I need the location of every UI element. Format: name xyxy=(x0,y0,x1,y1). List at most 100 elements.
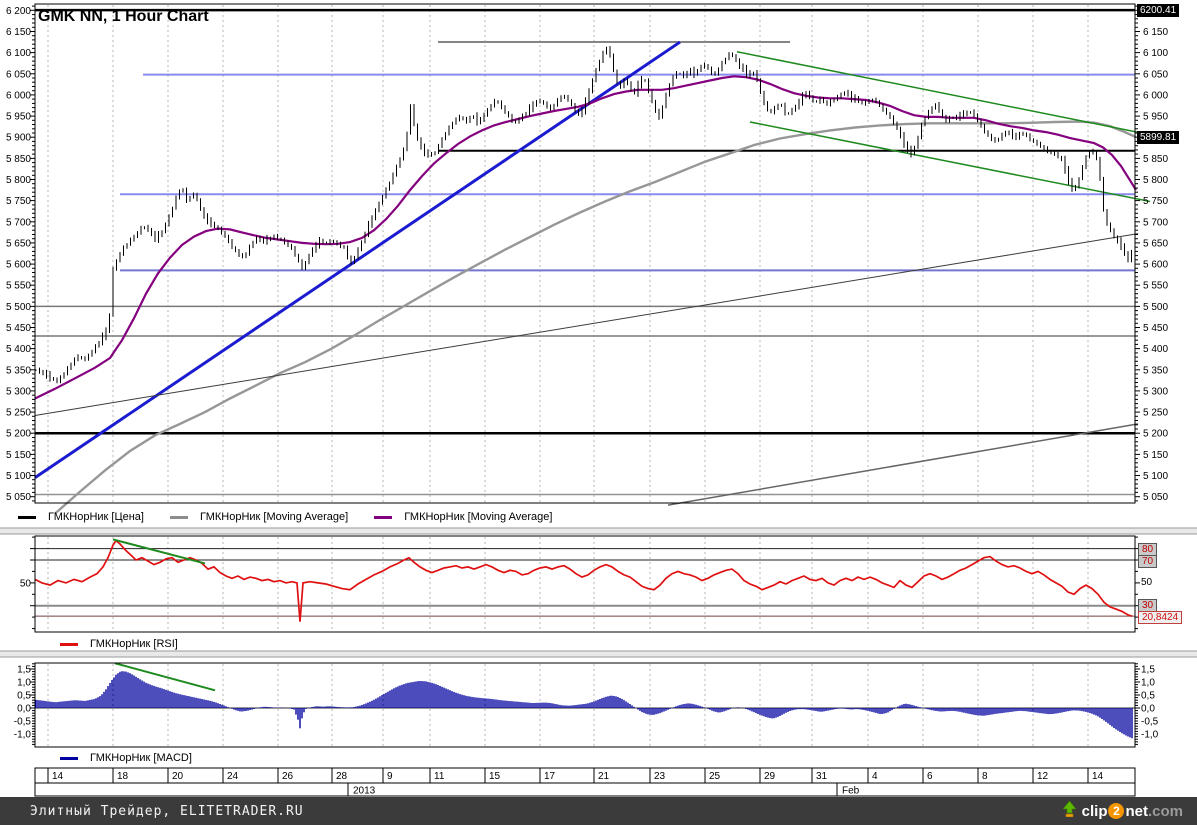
date-label: 6 xyxy=(927,771,933,782)
date-label: 9 xyxy=(387,771,393,782)
vertical-gridlines xyxy=(47,5,1089,746)
date-label: 4 xyxy=(872,771,878,782)
axis-tick-label: 5 500 xyxy=(6,302,31,313)
axis-tick-label: 6 000 xyxy=(1143,90,1168,101)
price-level-badge-top: 6200.41 xyxy=(1137,4,1180,17)
price-trendline xyxy=(736,51,1151,136)
axis-tick-label: 5 300 xyxy=(1143,386,1168,397)
axis-tick-label: 6 000 xyxy=(6,90,31,101)
footer-credit: Элитный Трейдер, ELITETRADER.RU xyxy=(30,803,304,819)
period-label: Feb xyxy=(842,786,860,797)
price-level-badge-ma: 5899.81 xyxy=(1137,131,1180,144)
axis-tick-label: 50 xyxy=(20,578,32,589)
axis-tick-label: 5 700 xyxy=(1143,217,1168,228)
axis-tick-label: 5 500 xyxy=(1143,302,1168,313)
date-label: 8 xyxy=(982,771,988,782)
axis-tick-label: 5 600 xyxy=(1143,260,1168,271)
logo-digit-2: 2 xyxy=(1108,803,1125,819)
date-label: 23 xyxy=(654,771,666,782)
axis-tick-label: 5 250 xyxy=(1143,408,1168,419)
axis-tick-label: 5 800 xyxy=(6,175,31,186)
panel-separator xyxy=(0,650,1197,658)
date-label: 20 xyxy=(172,771,184,782)
macd-histogram xyxy=(35,671,1133,739)
logo-word-clip: clip xyxy=(1081,802,1108,820)
rsi-panel-frame xyxy=(34,535,1136,633)
axis-tick-label: 6 100 xyxy=(6,48,31,59)
axis-tick-label: 0,5 xyxy=(17,690,31,701)
macd-trendline xyxy=(114,662,216,692)
date-label: 14 xyxy=(52,771,64,782)
price-trendline xyxy=(749,121,1151,203)
rsi-line-icon xyxy=(60,642,78,646)
axis-tick-label: 5 750 xyxy=(6,196,31,207)
price-trendline xyxy=(667,423,1139,506)
axis-tick-label: -1,0 xyxy=(1141,729,1159,740)
date-label: 26 xyxy=(282,771,294,782)
axis-tick-label: 5 650 xyxy=(1143,238,1168,249)
legend-label: ГМКНорНик [Moving Average] xyxy=(404,511,553,523)
rsi-level-50-label: 50 xyxy=(1141,577,1153,588)
axis-tick-label: 6 200 xyxy=(6,6,31,17)
date-label: 24 xyxy=(227,771,239,782)
axis-tick-label: 5 150 xyxy=(6,450,31,461)
date-label: 15 xyxy=(489,771,501,782)
upload-arrow-icon xyxy=(1062,800,1077,821)
legend-item-price: ГМКНорНик [Цена] xyxy=(18,511,144,523)
panel-separator xyxy=(0,527,1197,535)
chart-canvas: 5 050 5 050 5 100 5 100 5 150 5 150 5 200 5 200… xyxy=(0,3,1197,797)
axis-tick-label: 5 300 xyxy=(6,386,31,397)
date-axis: 14 18 20 24 26 28 9 11 15 17 21 23 25 29 31 4 6 8 12 14 2013… xyxy=(34,767,1136,797)
legend-item-ma-fast: ГМКНорНик [Moving Average] xyxy=(374,511,552,523)
footer-bar: Элитный Трейдер, ELITETRADER.RU clip 2 net… xyxy=(0,797,1197,825)
clip2net-watermark[interactable]: clip 2 net .com xyxy=(1062,797,1183,825)
axis-tick-label: 5 100 xyxy=(6,471,31,482)
date-row xyxy=(34,767,1136,784)
logo-tld: .com xyxy=(1147,802,1183,820)
price-trendline xyxy=(34,40,681,479)
axis-tick-label: 1,5 xyxy=(17,664,31,675)
axis-tick-label: 5 450 xyxy=(1143,323,1168,334)
price-panel-frame xyxy=(34,3,1136,504)
date-label: 11 xyxy=(434,771,445,782)
axis-tick-label: 5 950 xyxy=(6,112,31,123)
axis-tick-label: 5 100 xyxy=(1143,471,1168,482)
logo-word-net: net xyxy=(1125,802,1148,820)
axis-tick-label: 5 850 xyxy=(6,154,31,165)
ma-fast-line xyxy=(34,75,1137,400)
axis-tick-label: 5 350 xyxy=(6,365,31,376)
separator-band xyxy=(0,651,1197,657)
rsi-current-value-badge: 20,8424 xyxy=(1138,611,1183,624)
date-label: 12 xyxy=(1037,771,1049,782)
axis-tick-label: 5 700 xyxy=(6,217,31,228)
price-axis: 5 050 5 050 5 100 5 100 5 150 5 150 5 200 5 200… xyxy=(6,5,1168,503)
axis-tick-label: 1,0 xyxy=(1141,677,1155,688)
axis-tick-label: 6 050 xyxy=(6,69,31,80)
ma-slow-line-icon xyxy=(169,515,188,519)
axis-tick-label: 5 250 xyxy=(6,408,31,419)
axis-tick-label: 5 200 xyxy=(1143,429,1168,440)
separator-band xyxy=(0,528,1197,534)
date-label: 14 xyxy=(1092,771,1104,782)
axis-tick-label: 5 050 xyxy=(1143,492,1168,503)
axis-tick-label: 6 100 xyxy=(1143,48,1168,59)
price-line-icon xyxy=(18,515,36,519)
date-label: 18 xyxy=(117,771,129,782)
legend-label: ГМКНорНик [Цена] xyxy=(48,511,144,523)
axis-tick-label: 5 400 xyxy=(6,344,31,355)
macd-legend: ГМКНорНик [MACD] xyxy=(60,752,218,764)
axis-tick-label: 0,5 xyxy=(1141,690,1155,701)
axis-tick-label: 5 650 xyxy=(6,238,31,249)
date-label: 29 xyxy=(764,771,776,782)
axis-tick-label: 5 200 xyxy=(6,429,31,440)
axis-tick-label: 0,0 xyxy=(1141,703,1155,714)
legend-item-rsi: ГМКНорНик [RSI] xyxy=(60,638,178,650)
ma-fast-line-icon xyxy=(374,515,393,519)
axis-tick-label: -0,5 xyxy=(14,716,32,727)
date-label: 31 xyxy=(816,771,828,782)
chart-title: GMK NN, 1 Hour Chart xyxy=(38,8,209,25)
axis-tick-label: 5 400 xyxy=(1143,344,1168,355)
axis-tick-label: 6 150 xyxy=(1143,27,1168,38)
axis-tick-label: 0,0 xyxy=(17,703,31,714)
axis-tick-label: 6 050 xyxy=(1143,69,1168,80)
